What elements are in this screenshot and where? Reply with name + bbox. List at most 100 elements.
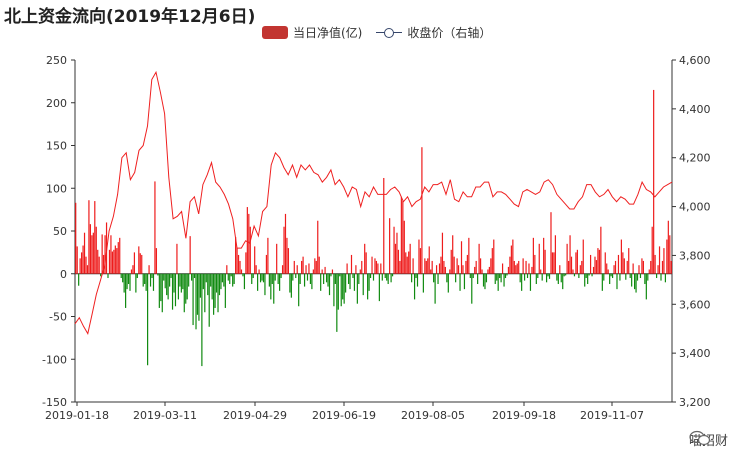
bar xyxy=(513,260,515,274)
bar xyxy=(548,273,551,279)
bar xyxy=(85,256,87,274)
bar xyxy=(125,273,127,308)
bar xyxy=(371,256,373,274)
bar xyxy=(330,273,332,277)
bar xyxy=(242,273,244,277)
bar xyxy=(123,273,125,293)
bar xyxy=(91,235,93,274)
bar xyxy=(667,220,669,274)
bar xyxy=(656,273,658,279)
bar xyxy=(188,273,190,287)
bar xyxy=(485,273,488,283)
bar xyxy=(598,249,600,274)
bar xyxy=(218,273,221,296)
bar xyxy=(107,273,109,279)
bar xyxy=(164,273,166,289)
bar xyxy=(484,273,486,290)
bar xyxy=(144,273,146,285)
bar xyxy=(396,232,398,274)
bar xyxy=(638,265,640,274)
bar xyxy=(255,265,257,274)
bar xyxy=(302,256,304,274)
bar xyxy=(324,266,326,274)
bar xyxy=(111,251,113,274)
bar xyxy=(147,273,149,366)
bar xyxy=(584,273,586,287)
bar xyxy=(375,260,378,274)
bar xyxy=(578,273,580,279)
bar xyxy=(301,260,303,274)
bar xyxy=(292,273,294,281)
bar xyxy=(475,260,477,274)
bar xyxy=(538,243,540,274)
bar xyxy=(494,273,496,285)
bar xyxy=(176,243,178,274)
bar xyxy=(393,226,395,274)
bar xyxy=(465,260,467,274)
bar xyxy=(397,249,400,274)
bar xyxy=(359,269,361,274)
bar xyxy=(161,273,163,313)
bar xyxy=(202,273,204,290)
bar xyxy=(562,273,564,290)
bar xyxy=(155,248,158,274)
bar xyxy=(597,248,599,274)
bar xyxy=(567,260,570,274)
bar xyxy=(233,273,235,285)
bar xyxy=(669,235,671,274)
legend-item-bar[interactable]: 当日净值(亿) xyxy=(262,24,362,41)
bar xyxy=(130,269,133,274)
bar xyxy=(145,273,147,291)
bar xyxy=(614,260,617,274)
bar xyxy=(444,266,446,274)
bar xyxy=(635,273,637,293)
bar xyxy=(317,220,319,274)
bar xyxy=(169,273,171,287)
bar xyxy=(173,273,175,293)
bar xyxy=(557,273,559,285)
bar xyxy=(553,252,555,274)
bar xyxy=(79,258,81,274)
bar xyxy=(177,273,180,300)
bar xyxy=(104,235,106,274)
bar xyxy=(261,273,263,281)
bar xyxy=(405,252,407,274)
bar xyxy=(86,265,89,274)
bar xyxy=(581,260,583,274)
legend-line-label: 收盘价（右轴） xyxy=(407,26,492,40)
bar xyxy=(100,273,102,277)
bar xyxy=(437,273,439,285)
bar xyxy=(236,248,238,274)
bar xyxy=(430,269,432,274)
y-right-tick-label: 4,000 xyxy=(679,201,711,214)
bar xyxy=(352,273,354,279)
legend-item-line[interactable]: 收盘价（右轴） xyxy=(376,24,491,41)
bar xyxy=(403,220,405,274)
bar xyxy=(192,273,194,326)
y-right-tick-label: 3,400 xyxy=(679,347,711,360)
bar xyxy=(298,273,300,307)
bar xyxy=(531,266,533,274)
bar xyxy=(126,273,128,290)
bar xyxy=(446,273,448,283)
bar xyxy=(660,273,662,281)
bar xyxy=(284,213,287,274)
bar xyxy=(622,252,624,274)
bar xyxy=(303,273,306,287)
bar xyxy=(356,273,358,304)
bar xyxy=(428,246,430,274)
bar xyxy=(232,273,234,287)
bar xyxy=(227,273,229,281)
bar xyxy=(387,273,389,285)
bar xyxy=(394,243,397,274)
bar xyxy=(290,273,292,298)
bar xyxy=(83,232,86,274)
bar xyxy=(262,273,265,283)
bar xyxy=(193,273,196,279)
bar xyxy=(512,239,514,274)
bar xyxy=(604,252,606,274)
bar xyxy=(323,273,325,285)
bar xyxy=(526,273,529,279)
bar xyxy=(503,273,505,287)
watermark: 喵招财 xyxy=(689,430,728,449)
